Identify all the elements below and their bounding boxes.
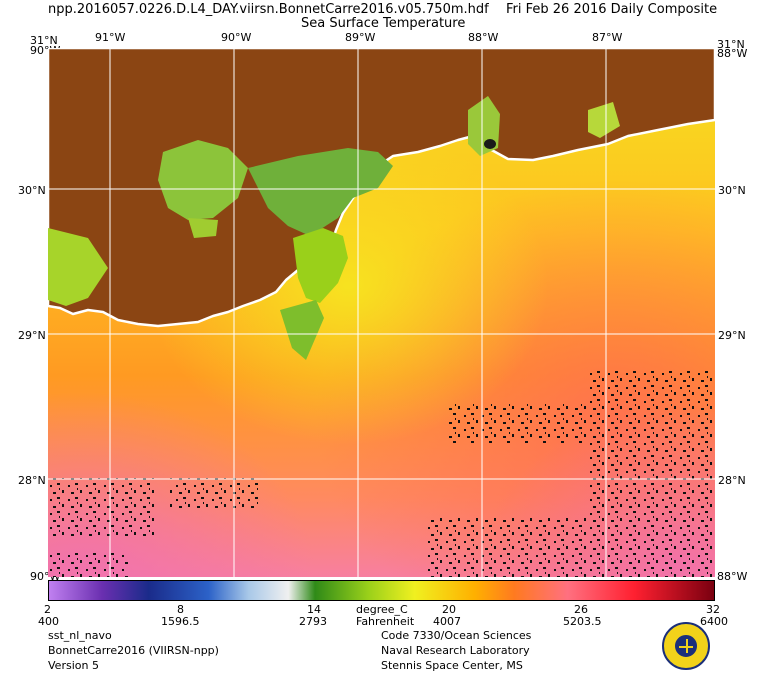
date-title: Fri Feb 26 2016 Daily Composite (506, 2, 718, 17)
lon-label-91w: 91°W (95, 31, 126, 44)
lon-label-90w: 90°W (221, 31, 252, 44)
corner-lat-label-top-left: 31°N (30, 34, 58, 47)
colorbar-tick-celsius: 32 (706, 603, 720, 616)
footer-product-code: sst_nl_navo (48, 629, 112, 642)
footer-org-location: Stennis Space Center, MS (381, 659, 523, 672)
colorbar-tick-celsius: 26 (574, 603, 588, 616)
colorbar-tick-fahrenheit: 4007 (433, 615, 461, 628)
lat-label-28n-right: 28°N (718, 474, 746, 487)
cloud-mask-area (588, 368, 715, 577)
colorbar-tick-fahrenheit: 6400 (700, 615, 728, 628)
land-mass (48, 48, 715, 328)
cloud-mask-area (48, 478, 158, 538)
lat-label-30n-left: 30°N (18, 184, 46, 197)
colorbar-tick-fahrenheit: 2793 (299, 615, 327, 628)
lat-label-29n-right: 29°N (718, 329, 746, 342)
marsh-area (293, 228, 348, 303)
cloud-mask-area (428, 518, 588, 577)
colorbar-unit-celsius: degree_C (356, 603, 408, 616)
colorbar-tick-fahrenheit: 400 (38, 615, 59, 628)
marsh-area (158, 140, 248, 220)
marsh-area (588, 102, 620, 138)
colorbar-unit-fahrenheit: Fahrenheit (356, 615, 415, 628)
marsh-area (280, 300, 324, 360)
colorbar (48, 580, 715, 601)
marsh-area (48, 228, 108, 306)
corner-lon-label-bottom-right: 88°W (717, 570, 748, 583)
cloud-mask-area (168, 478, 258, 508)
cloud-mask-area (48, 553, 128, 577)
footer-version: Version 5 (48, 659, 99, 672)
lon-label-89w: 89°W (345, 31, 376, 44)
footer-org-name: Naval Research Laboratory (381, 644, 530, 657)
marsh-area (188, 218, 218, 238)
colorbar-tick-celsius: 2 (44, 603, 51, 616)
footer-org-code: Code 7330/Ocean Sciences (381, 629, 532, 642)
colorbar-tick-celsius: 20 (442, 603, 456, 616)
graticule (48, 48, 715, 577)
sst-map (48, 48, 715, 577)
marsh-area (248, 148, 393, 236)
product-title: Sea Surface Temperature (301, 16, 466, 31)
bay-dark-spot (484, 139, 496, 149)
lon-label-88w: 88°W (468, 31, 499, 44)
colorbar-tick-celsius: 14 (307, 603, 321, 616)
lat-label-29n-left: 29°N (18, 329, 46, 342)
colorbar-tick-celsius: 8 (177, 603, 184, 616)
filename-title: npp.2016057.0226.D.L4_DAY.viirsn.BonnetC… (48, 2, 489, 17)
corner-lat-label-top-right: 31°N (717, 38, 745, 51)
lat-label-30n-right: 30°N (718, 184, 746, 197)
corner-lon-label-top-right: 88°W (717, 47, 748, 60)
nrl-seal-logo (662, 622, 710, 670)
lat-label-28n-left: 28°N (18, 474, 46, 487)
lon-label-87w: 87°W (592, 31, 623, 44)
colorbar-tick-fahrenheit: 1596.5 (161, 615, 200, 628)
colorbar-tick-fahrenheit: 5203.5 (563, 615, 602, 628)
footer-region: BonnetCarre2016 (VIIRSN-npp) (48, 644, 219, 657)
